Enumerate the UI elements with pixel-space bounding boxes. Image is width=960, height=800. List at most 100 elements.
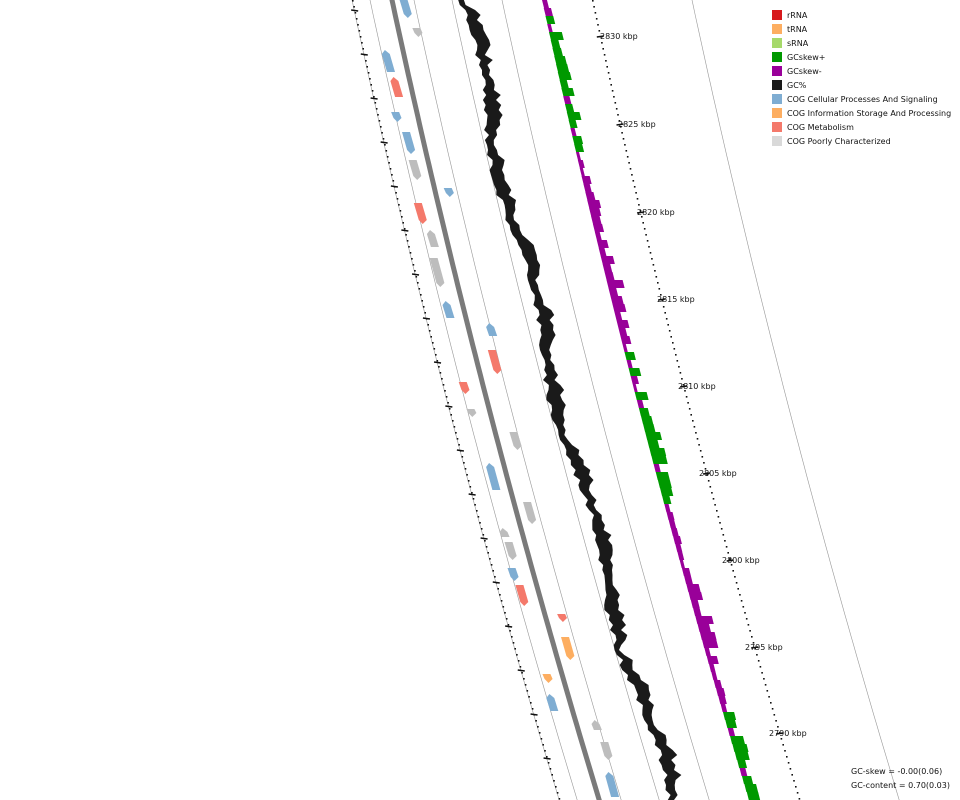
- gc-skew-bar: [636, 400, 645, 408]
- scale-tick-minor: [362, 48, 364, 50]
- scale-tick-minor: [661, 300, 664, 302]
- gc-skew-bar: [604, 272, 615, 280]
- gc-skew-bar: [686, 584, 701, 592]
- scale-tick-minor: [665, 318, 668, 320]
- gc-skew-bar: [542, 0, 549, 8]
- scale-tick-major: [751, 646, 759, 649]
- legend-swatch: [772, 10, 782, 20]
- scale-tick-minor: [386, 156, 389, 158]
- scale-tick-minor: [461, 456, 464, 458]
- gc-skew-bar: [594, 232, 602, 240]
- gene-feature: [443, 188, 454, 197]
- scale-tick-minor: [547, 762, 550, 764]
- scale-tick-minor: [472, 498, 475, 500]
- gene-feature: [486, 323, 498, 336]
- gc-skew-bar: [614, 312, 623, 320]
- scale-tick-minor: [706, 474, 708, 476]
- gc-skew-bar: [587, 200, 602, 208]
- gene-feature: [390, 77, 404, 97]
- gc-skew-bar: [557, 72, 572, 80]
- scale-tick-minor: [754, 648, 756, 650]
- legend-label: GCskew-: [787, 66, 822, 76]
- scale-tick-minor: [551, 774, 553, 776]
- scale-tick-minor: [411, 258, 413, 260]
- gc-skew-bar: [727, 728, 736, 736]
- gc-skew-bar: [548, 32, 564, 40]
- scale-label: 2815 kbp: [657, 295, 695, 304]
- scale-tick-minor: [395, 192, 397, 194]
- gc-skew-bar: [688, 592, 704, 600]
- scale-tick-minor: [418, 288, 421, 290]
- scale-tick-minor: [538, 732, 541, 734]
- scale-tick-minor: [353, 6, 355, 8]
- scale-tick-minor: [544, 750, 546, 752]
- scale-tick-minor: [654, 270, 656, 272]
- gc-skew-bar: [693, 608, 702, 616]
- gc-skew-bar: [695, 616, 714, 624]
- scale-tick-minor: [474, 504, 476, 506]
- gc-skew-bar: [690, 600, 700, 608]
- scale-tick-minor: [377, 114, 379, 116]
- legend-label: rRNA: [787, 10, 808, 20]
- scale-tick-minor: [652, 264, 655, 266]
- gene-feature: [542, 674, 553, 683]
- gene-feature: [412, 28, 423, 37]
- legend-swatch: [772, 136, 782, 146]
- scale-tick-minor: [709, 486, 712, 488]
- legend-swatch: [772, 108, 782, 118]
- scale-tick-minor: [614, 102, 617, 104]
- scale-tick-minor: [756, 654, 758, 656]
- scale-tick-minor: [420, 294, 422, 296]
- gc-skew-bar: [589, 208, 602, 216]
- scale-tick-minor: [358, 30, 361, 32]
- gc-skew-stat: GC-skew = -0.00(0.06): [851, 767, 943, 776]
- scale-tick-minor: [764, 684, 767, 686]
- scale-tick-minor: [676, 360, 679, 362]
- scale-tick-minor: [453, 426, 456, 428]
- gene-feature: [426, 230, 439, 247]
- gc-skew-bar: [741, 776, 754, 784]
- scale-tick-minor: [458, 444, 460, 446]
- scale-tick-major: [636, 211, 645, 214]
- scale-tick-minor: [391, 174, 393, 176]
- scale-tick-minor: [403, 228, 406, 230]
- scale-tick-minor: [610, 84, 612, 86]
- scale-tick-minor: [711, 492, 713, 494]
- scale-tick-minor: [524, 684, 527, 686]
- scale-tick-minor: [673, 348, 676, 350]
- scale-tick-major: [456, 449, 465, 452]
- scale-tick-minor: [406, 240, 409, 242]
- scale-tick-major: [492, 581, 500, 584]
- scale-tick-minor: [761, 672, 763, 674]
- gc-skew-bar: [725, 720, 737, 728]
- scale-tick-minor: [693, 426, 696, 428]
- scale-tick-minor: [492, 570, 494, 572]
- gc-skew-bar: [574, 144, 585, 152]
- gc-skew-bar: [647, 440, 660, 448]
- gene-feature: [408, 160, 422, 180]
- scale-tick-minor: [657, 282, 659, 284]
- scale-tick-minor: [427, 324, 429, 326]
- scale-tick-minor: [740, 600, 743, 602]
- scale-tick-minor: [471, 492, 473, 494]
- scale-tick-minor: [684, 390, 686, 392]
- gc-content-stat: GC-content = 0.70(0.03): [851, 781, 950, 790]
- scale-tick-minor: [609, 78, 611, 80]
- scale-tick-minor: [455, 432, 457, 434]
- scale-tick-minor: [777, 726, 779, 728]
- gene-feature: [504, 542, 517, 560]
- scale-tick-minor: [517, 660, 520, 662]
- gene-feature: [600, 742, 613, 760]
- gc-skew-bar: [602, 264, 613, 272]
- scale-tick-minor: [617, 114, 619, 116]
- scale-tick-minor: [445, 396, 448, 398]
- scale-tick-minor: [592, 0, 594, 2]
- scale-label: 2820 kbp: [637, 208, 675, 217]
- scale-tick-major: [445, 405, 453, 408]
- scale-tick-major: [616, 123, 624, 126]
- scale-tick-minor: [408, 246, 410, 248]
- scale-tick-minor: [751, 636, 753, 638]
- scale-tick-major: [543, 757, 551, 760]
- gene-feature: [507, 568, 519, 581]
- scale-tick-minor: [763, 678, 765, 680]
